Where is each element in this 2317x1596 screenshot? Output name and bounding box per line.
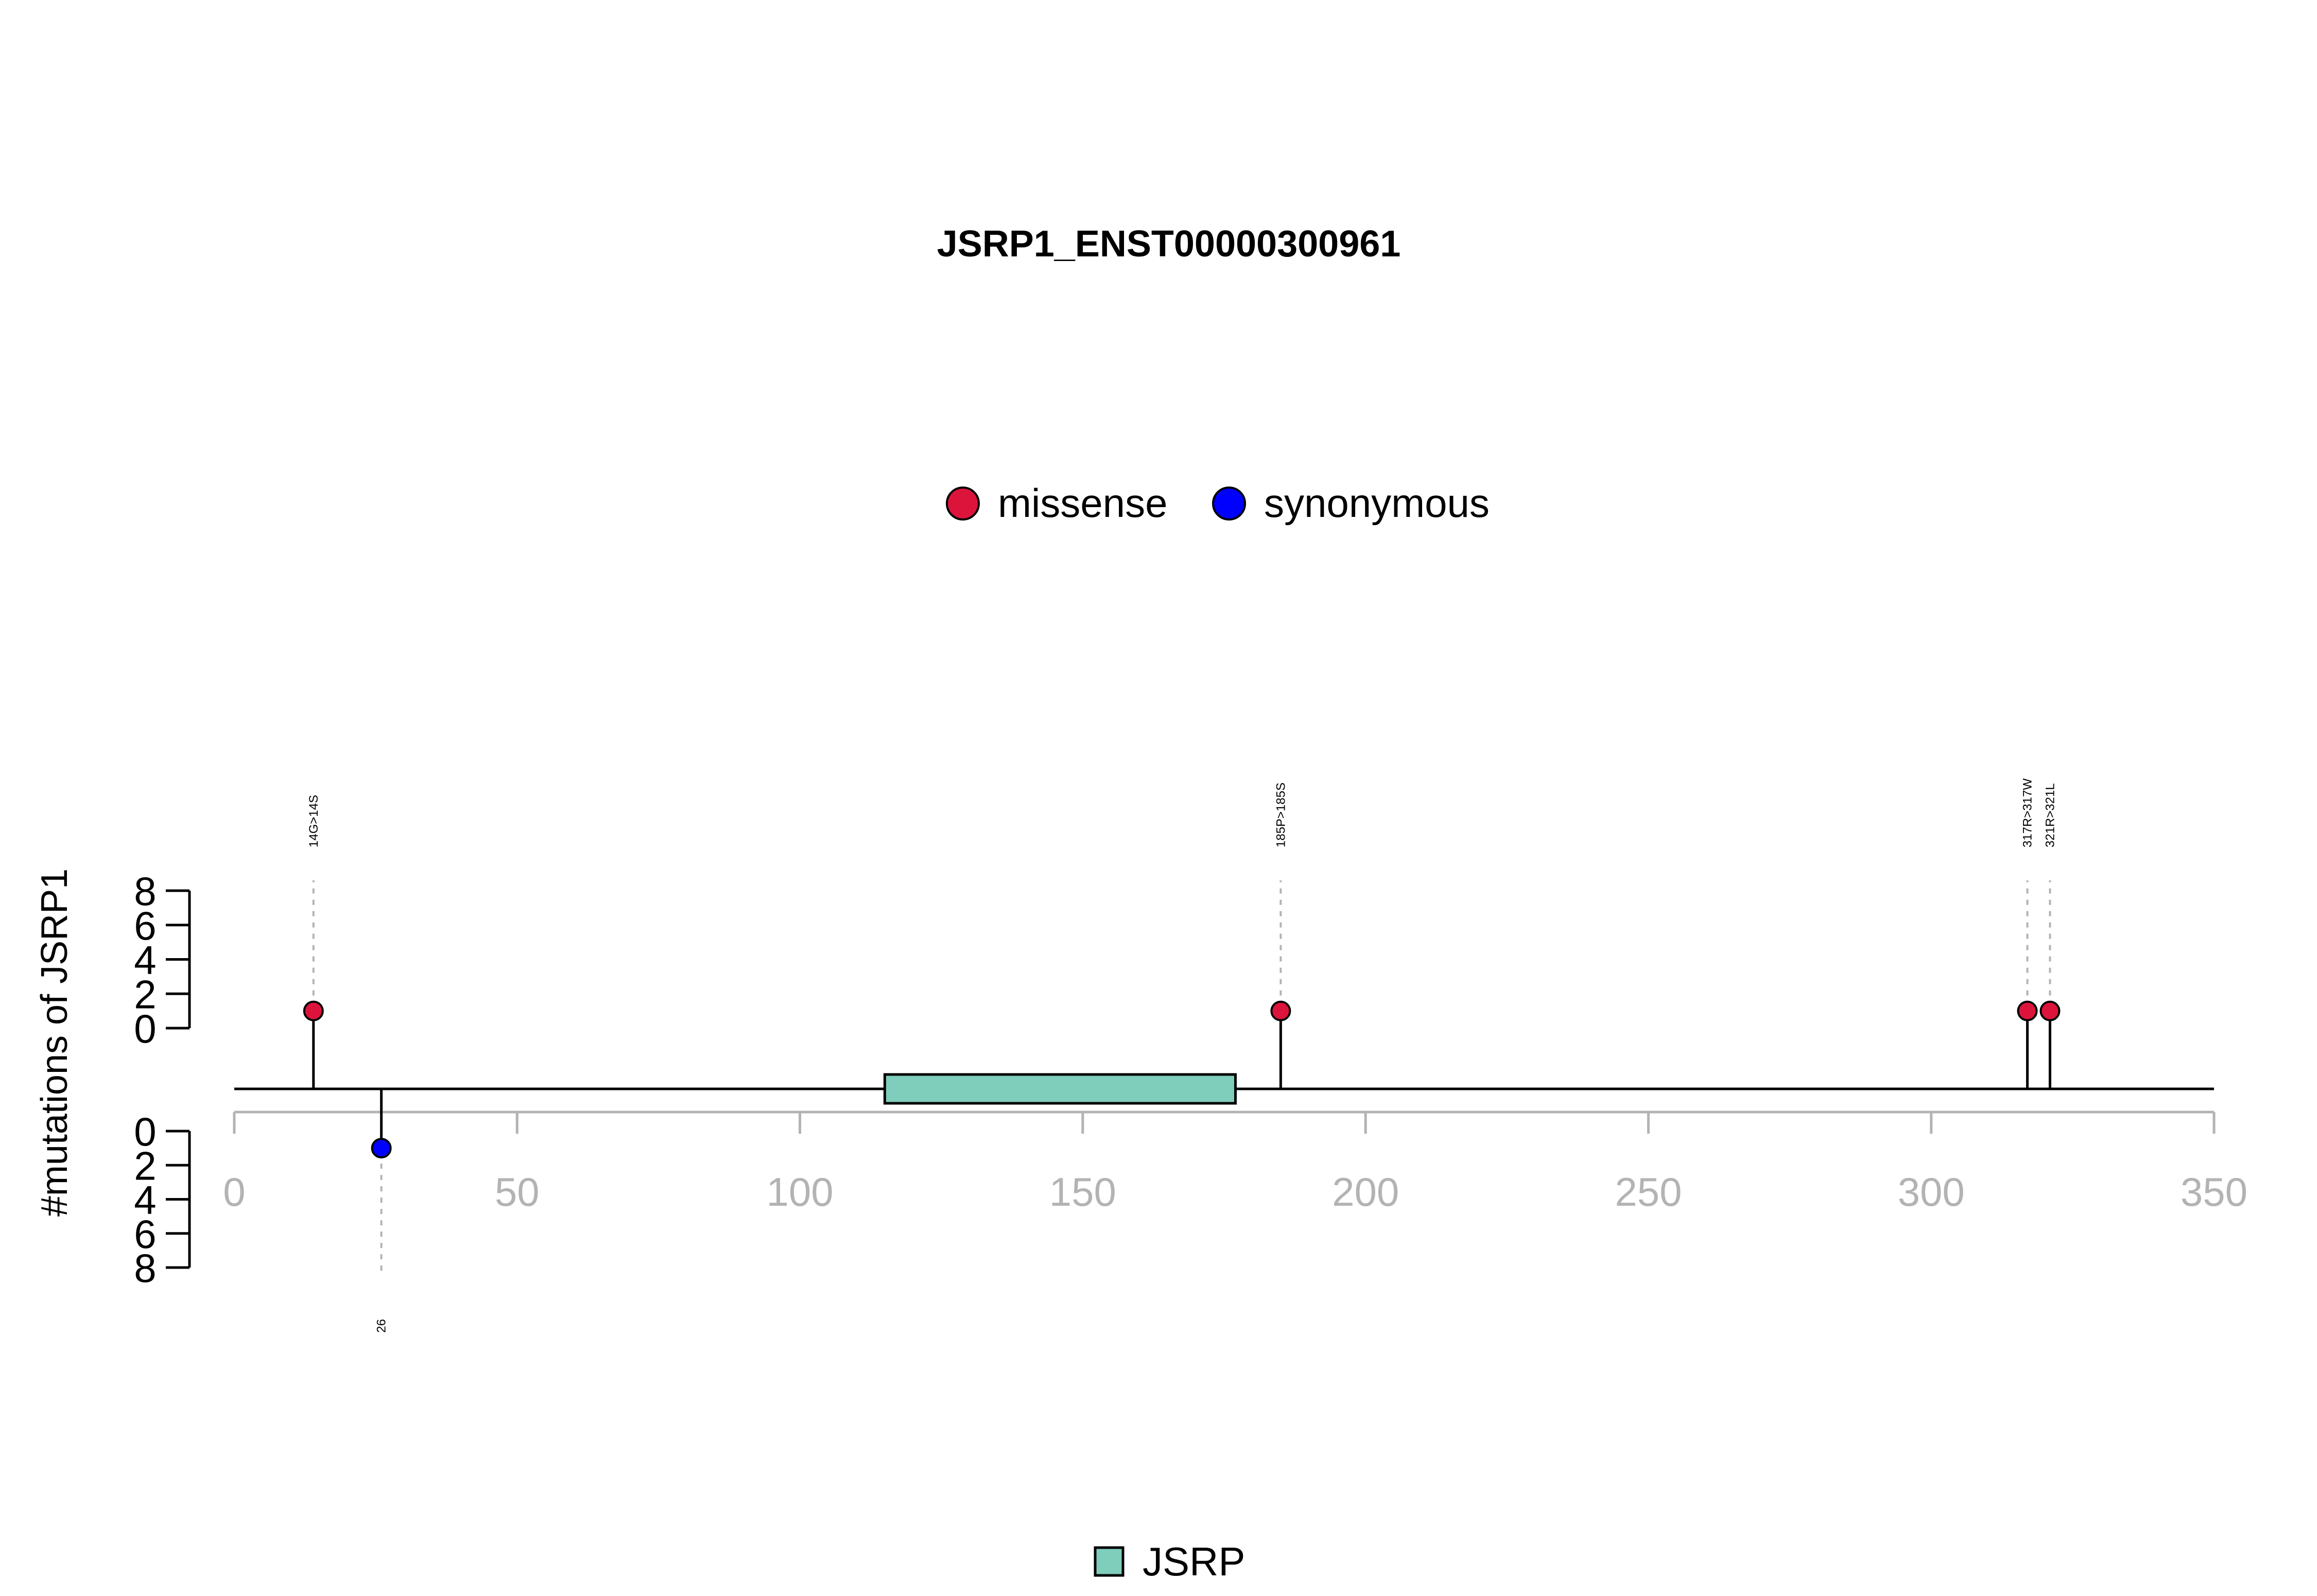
mutation-317R-317W: 317R>317W — [2017, 778, 2038, 1089]
domain-legend: JSRP — [1094, 1539, 1245, 1584]
y-tick-label-bottom-0: 0 — [134, 1109, 156, 1154]
mutation-321R-321L: 321R>321L — [2039, 783, 2061, 1089]
x-tick-label-250: 250 — [1615, 1169, 1682, 1215]
x-axis: 0 50 100 150 200 250 300 350 — [223, 1111, 2247, 1215]
x-tick-label-50: 50 — [495, 1169, 540, 1215]
y-tick-label-top-8: 8 — [134, 869, 156, 914]
y-tick-label-top-4: 4 — [134, 938, 156, 983]
mutation-26: 26 — [371, 1089, 392, 1333]
mutation-dot — [2039, 1000, 2061, 1021]
x-tick-label-150: 150 — [1049, 1169, 1116, 1215]
y-axis-label: #mutations of JSRP1 — [34, 869, 75, 1217]
mutation-lollipops: 14G>14S 185P>185S 317R>317W 321R>321L 26 — [303, 778, 2061, 1333]
legend-label-missense: missense — [998, 480, 1167, 526]
y-tick-label-bottom-8: 8 — [134, 1245, 156, 1291]
y-tick-label-top-2: 2 — [134, 972, 156, 1017]
mutation-14G-14S: 14G>14S — [303, 795, 324, 1089]
legend-marker-synonymous — [1212, 487, 1246, 521]
y-tick-label-bottom-2: 2 — [134, 1143, 156, 1188]
y-tick-label-bottom-4: 4 — [134, 1177, 156, 1223]
mutation-dot — [371, 1138, 392, 1159]
mutation-185P-185S: 185P>185S — [1270, 783, 1291, 1089]
mutation-dot — [1270, 1000, 1291, 1021]
mutation-label: 317R>317W — [2020, 778, 2034, 847]
x-tick-label-350: 350 — [2181, 1169, 2247, 1215]
y-tick-label-top-0: 0 — [134, 1006, 156, 1051]
mutation-dot — [303, 1000, 324, 1021]
x-tick-label-0: 0 — [223, 1169, 245, 1215]
domain-box-jsrp — [883, 1073, 1237, 1105]
chart-title: JSRP1_ENST00000300961 — [937, 223, 1401, 265]
y-tick-label-top-6: 6 — [134, 903, 156, 948]
mutation-label: 14G>14S — [307, 795, 321, 847]
mutation-legend: missense synonymous — [946, 480, 1490, 526]
legend-marker-missense — [946, 487, 980, 521]
domain-boxes — [883, 1073, 1237, 1105]
domain-legend-swatch-jsrp — [1094, 1546, 1125, 1577]
x-tick-label-300: 300 — [1898, 1169, 1965, 1215]
y-tick-label-bottom-6: 6 — [134, 1211, 156, 1257]
x-tick-label-200: 200 — [1332, 1169, 1399, 1215]
mutation-label: 185P>185S — [1274, 783, 1288, 847]
legend-label-synonymous: synonymous — [1264, 480, 1490, 526]
domain-legend-label-jsrp: JSRP — [1143, 1539, 1245, 1584]
mutation-label: 26 — [375, 1319, 389, 1333]
mutation-label: 321R>321L — [2043, 783, 2057, 847]
mutation-dot — [2017, 1000, 2038, 1021]
x-tick-label-100: 100 — [767, 1169, 834, 1215]
